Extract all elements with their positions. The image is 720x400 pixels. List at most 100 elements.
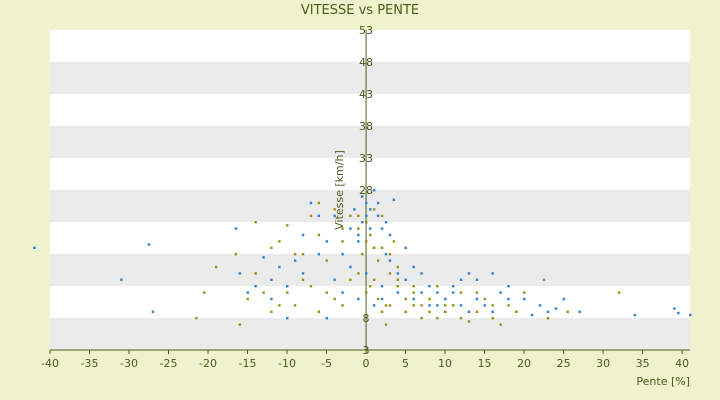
- data-point: [309, 201, 313, 205]
- data-point: [384, 253, 388, 256]
- data-point: [372, 246, 376, 249]
- data-point: [384, 304, 388, 307]
- data-point: [372, 304, 376, 307]
- data-point: [444, 297, 447, 301]
- data-point: [444, 310, 447, 313]
- data-point: [451, 304, 455, 307]
- data-point: [420, 272, 423, 275]
- data-point: [451, 285, 455, 288]
- data-point: [475, 297, 479, 301]
- x-tick-label: 0: [363, 357, 370, 370]
- data-point: [369, 227, 372, 230]
- plot-band: [50, 94, 690, 126]
- data-point: [301, 253, 305, 256]
- data-point: [412, 304, 415, 307]
- data-point: [412, 285, 415, 288]
- data-point: [357, 297, 360, 301]
- data-point: [617, 291, 621, 294]
- data-points: [33, 189, 692, 326]
- plot-band: [50, 126, 690, 158]
- data-point: [689, 313, 692, 317]
- data-point: [317, 201, 321, 205]
- data-point: [475, 278, 479, 281]
- data-point: [262, 291, 265, 294]
- data-point: [376, 214, 380, 217]
- data-point: [254, 221, 257, 224]
- data-point: [507, 297, 510, 301]
- data-point: [428, 285, 431, 288]
- data-point: [333, 297, 336, 301]
- plot-band: [50, 318, 690, 350]
- data-point: [234, 227, 238, 230]
- data-point: [341, 304, 344, 307]
- data-point: [270, 246, 273, 249]
- data-point: [578, 310, 581, 313]
- data-point: [396, 265, 400, 269]
- x-tick-label: -35: [81, 357, 99, 370]
- x-tick-label: -20: [199, 357, 217, 370]
- data-point: [246, 291, 249, 294]
- data-point: [361, 253, 364, 256]
- plot-band: [50, 158, 690, 190]
- data-point: [428, 304, 431, 307]
- data-point: [491, 304, 494, 307]
- y-tick-label: 43: [359, 88, 373, 101]
- data-point: [491, 272, 494, 275]
- data-point: [467, 310, 471, 313]
- data-point: [420, 304, 423, 307]
- data-point: [491, 317, 494, 320]
- data-point: [357, 214, 360, 217]
- data-point: [380, 297, 384, 301]
- data-point: [507, 285, 510, 288]
- data-point: [420, 317, 423, 320]
- x-axis-label: Pente [%]: [636, 375, 690, 388]
- axes: [49, 30, 690, 354]
- data-point: [270, 310, 273, 313]
- data-point: [317, 214, 321, 217]
- data-point: [388, 233, 392, 237]
- data-point: [515, 310, 518, 313]
- data-point: [475, 310, 479, 313]
- data-point: [254, 272, 257, 275]
- data-point: [404, 278, 407, 281]
- data-point: [562, 297, 565, 301]
- data-point: [293, 304, 297, 307]
- data-point: [392, 198, 396, 201]
- tick-labels: -40 -35 -30 -25 -20 -15 -10 -5 0 5 10 15 20 25 30 35 40 5…: [41, 24, 689, 370]
- data-point: [467, 320, 471, 323]
- data-point: [349, 214, 352, 217]
- data-point: [483, 297, 486, 301]
- data-point: [404, 246, 407, 249]
- data-point: [369, 208, 372, 211]
- data-point: [33, 246, 36, 249]
- x-tick-label: 10: [438, 357, 452, 370]
- data-point: [491, 310, 494, 313]
- data-point: [467, 272, 471, 275]
- x-tick-label: -10: [278, 357, 296, 370]
- data-point: [353, 208, 356, 211]
- data-point: [499, 291, 502, 294]
- y-tick-label: 28: [359, 184, 373, 197]
- data-point: [372, 208, 376, 211]
- plot-band: [50, 190, 690, 222]
- data-point: [357, 272, 360, 275]
- x-tick-label: 35: [636, 357, 650, 370]
- data-point: [542, 278, 546, 281]
- data-point: [677, 311, 680, 315]
- y-tick-label: 38: [359, 120, 373, 133]
- data-point: [278, 240, 281, 243]
- data-point: [238, 272, 242, 275]
- data-point: [325, 259, 328, 262]
- data-point: [546, 310, 550, 313]
- data-point: [380, 227, 384, 230]
- data-point: [357, 240, 360, 243]
- chart-title: VITESSE vs PENTE: [301, 3, 419, 18]
- data-point: [530, 313, 534, 317]
- data-point: [459, 278, 463, 281]
- data-point: [459, 317, 463, 320]
- data-point: [420, 291, 423, 294]
- data-point: [369, 285, 372, 288]
- data-point: [234, 253, 238, 256]
